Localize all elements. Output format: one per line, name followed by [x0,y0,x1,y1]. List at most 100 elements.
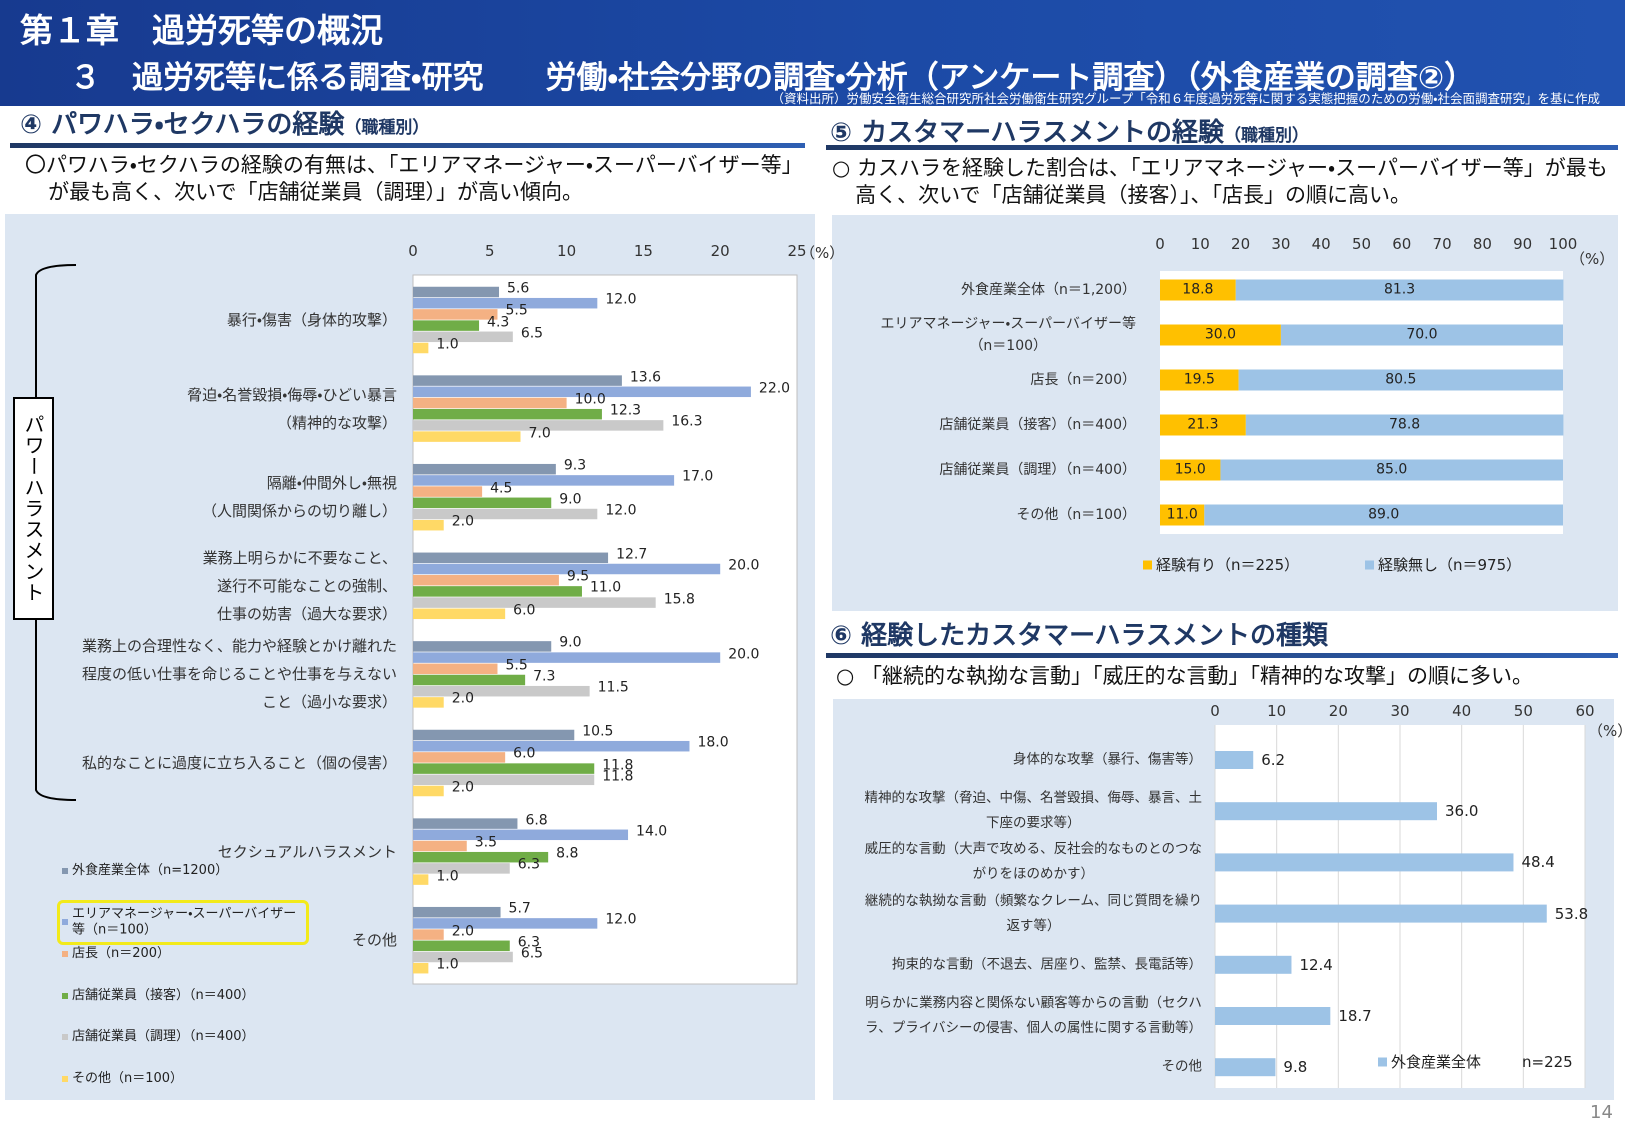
bar [413,552,609,564]
value-label: 9.5 [566,568,590,585]
value-label: 15.0 [1174,461,1206,478]
bar [413,752,506,763]
legend-label: 経験有り（n＝225） [1156,556,1300,574]
chart-heading: ⑥ 経験したカスタマーハラスメントの種類 [830,615,1328,652]
value-label: 30.0 [1204,326,1237,343]
x-tick-label: 80 [1472,235,1492,253]
value-label: 1.0 [436,336,459,353]
heading-rule [10,143,805,148]
bar-segment [1238,369,1563,391]
value-label: 48.4 [1521,853,1555,872]
bar [413,763,595,774]
bar [413,685,590,697]
bar [413,331,513,343]
value-label: 12.7 [616,546,648,563]
x-tick-label: 50 [1351,235,1372,253]
value-label: 17.0 [682,468,714,485]
bar [413,641,552,652]
x-tick-label: 90 [1513,235,1533,253]
legend-label: 店舗従業員（調理）（n＝400） [72,1029,255,1045]
x-tick-label: 10 [1267,702,1287,720]
value-label: 15.8 [663,591,695,608]
value-label: 89.0 [1368,506,1400,523]
bar [413,840,467,852]
value-label: 20.0 [728,557,760,574]
bar [413,774,595,786]
bar [413,652,721,663]
bar [413,951,513,963]
value-label: 22.0 [758,380,791,397]
value-label: 70.0 [1406,326,1438,343]
x-axis-unit: （%） [1570,250,1615,268]
value-label: 10.0 [574,391,606,408]
bar [413,431,521,442]
x-tick-label: 25 [787,242,807,260]
value-label: 12.4 [1299,955,1333,974]
value-label: 80.5 [1385,371,1417,388]
x-tick-label: 30 [1271,235,1291,253]
value-label: 19.5 [1183,371,1215,388]
legend-label: 外食産業全体（n=1200） [72,863,229,879]
value-label: 9.0 [559,491,582,508]
value-label: 12.0 [605,291,637,308]
heading-rule [826,145,1618,150]
category-label: 隔離・仲間外し・無視 （人間関係からの切り離し） [201,474,397,521]
value-label: 12.3 [609,402,642,419]
value-label: 7.3 [533,668,556,685]
bar-segment [1160,459,1221,481]
bar [413,740,690,752]
bar [413,286,500,298]
chart-heading: ④ パワハラ・セクハラの経験（職種別） [20,104,429,141]
bar [413,729,575,741]
value-label: 9.8 [1283,1058,1308,1077]
bar [413,829,629,841]
bar [413,697,444,708]
x-tick-label: 70 [1432,235,1452,253]
category-label: 店舗従業員（調理）（n＝400） [939,462,1136,478]
value-label: 6.5 [520,945,544,962]
category-label: 業務上明らかに不要なこと、 遂行不可能なことの強制、 仕事の妨害（過大な要求） [202,548,397,623]
bar [413,309,498,320]
bar [413,420,664,431]
value-label: 18.0 [697,734,729,751]
bar [413,608,506,620]
bar-segment [1160,324,1281,346]
bar [1215,1058,1276,1077]
category-label: 継続的な執拗な言動（頻繁なクレーム、同じ質問を繰り 返す等） [864,892,1202,934]
value-label: 5.7 [508,900,531,917]
bar [413,475,675,486]
category-label: 店舗従業員（接客）（n＝400） [939,417,1136,433]
bar [413,519,444,531]
category-label: 身体的な攻撃（暴行、傷害等） [1013,751,1202,768]
x-axis-unit: （%） [800,244,845,262]
bar-segment [1160,414,1246,436]
value-label: 9.3 [563,457,587,474]
x-tick-label: 15 [633,242,653,260]
value-label: 11.5 [597,679,629,696]
x-tick-label: 60 [1575,702,1595,720]
value-label: 1.0 [436,868,459,885]
value-label: 5.6 [507,280,530,297]
bar [413,597,656,608]
bar-segment [1245,414,1564,436]
bar [413,320,480,331]
category-label: 脅迫・名誉毀損・侮辱・ひどい暴言 （精神的な攻撃） [187,385,397,432]
value-label: 6.3 [517,934,541,951]
value-label: 10.5 [582,723,614,740]
value-label: 1.0 [436,956,459,973]
value-label: 6.5 [520,325,544,342]
value-label: 5.5 [505,657,528,674]
bar [413,386,751,398]
bar [413,918,598,929]
category-label: 私的なことに過度に立ち入ること（個の侵害） [81,754,397,772]
bar [413,940,510,952]
value-label: 11.0 [589,579,622,596]
value-label: 18.8 [1182,281,1214,298]
bar [413,674,526,686]
bar [413,586,582,597]
bar [1215,1007,1331,1025]
bar [413,574,559,586]
chart-description: ○ カスハラを経験した割合は、「エリアマネージャー・スーパーバイザー等」が最も高… [832,156,1608,207]
chart-heading: ⑤ カスタマーハラスメントの経験（職種別） [830,112,1309,149]
